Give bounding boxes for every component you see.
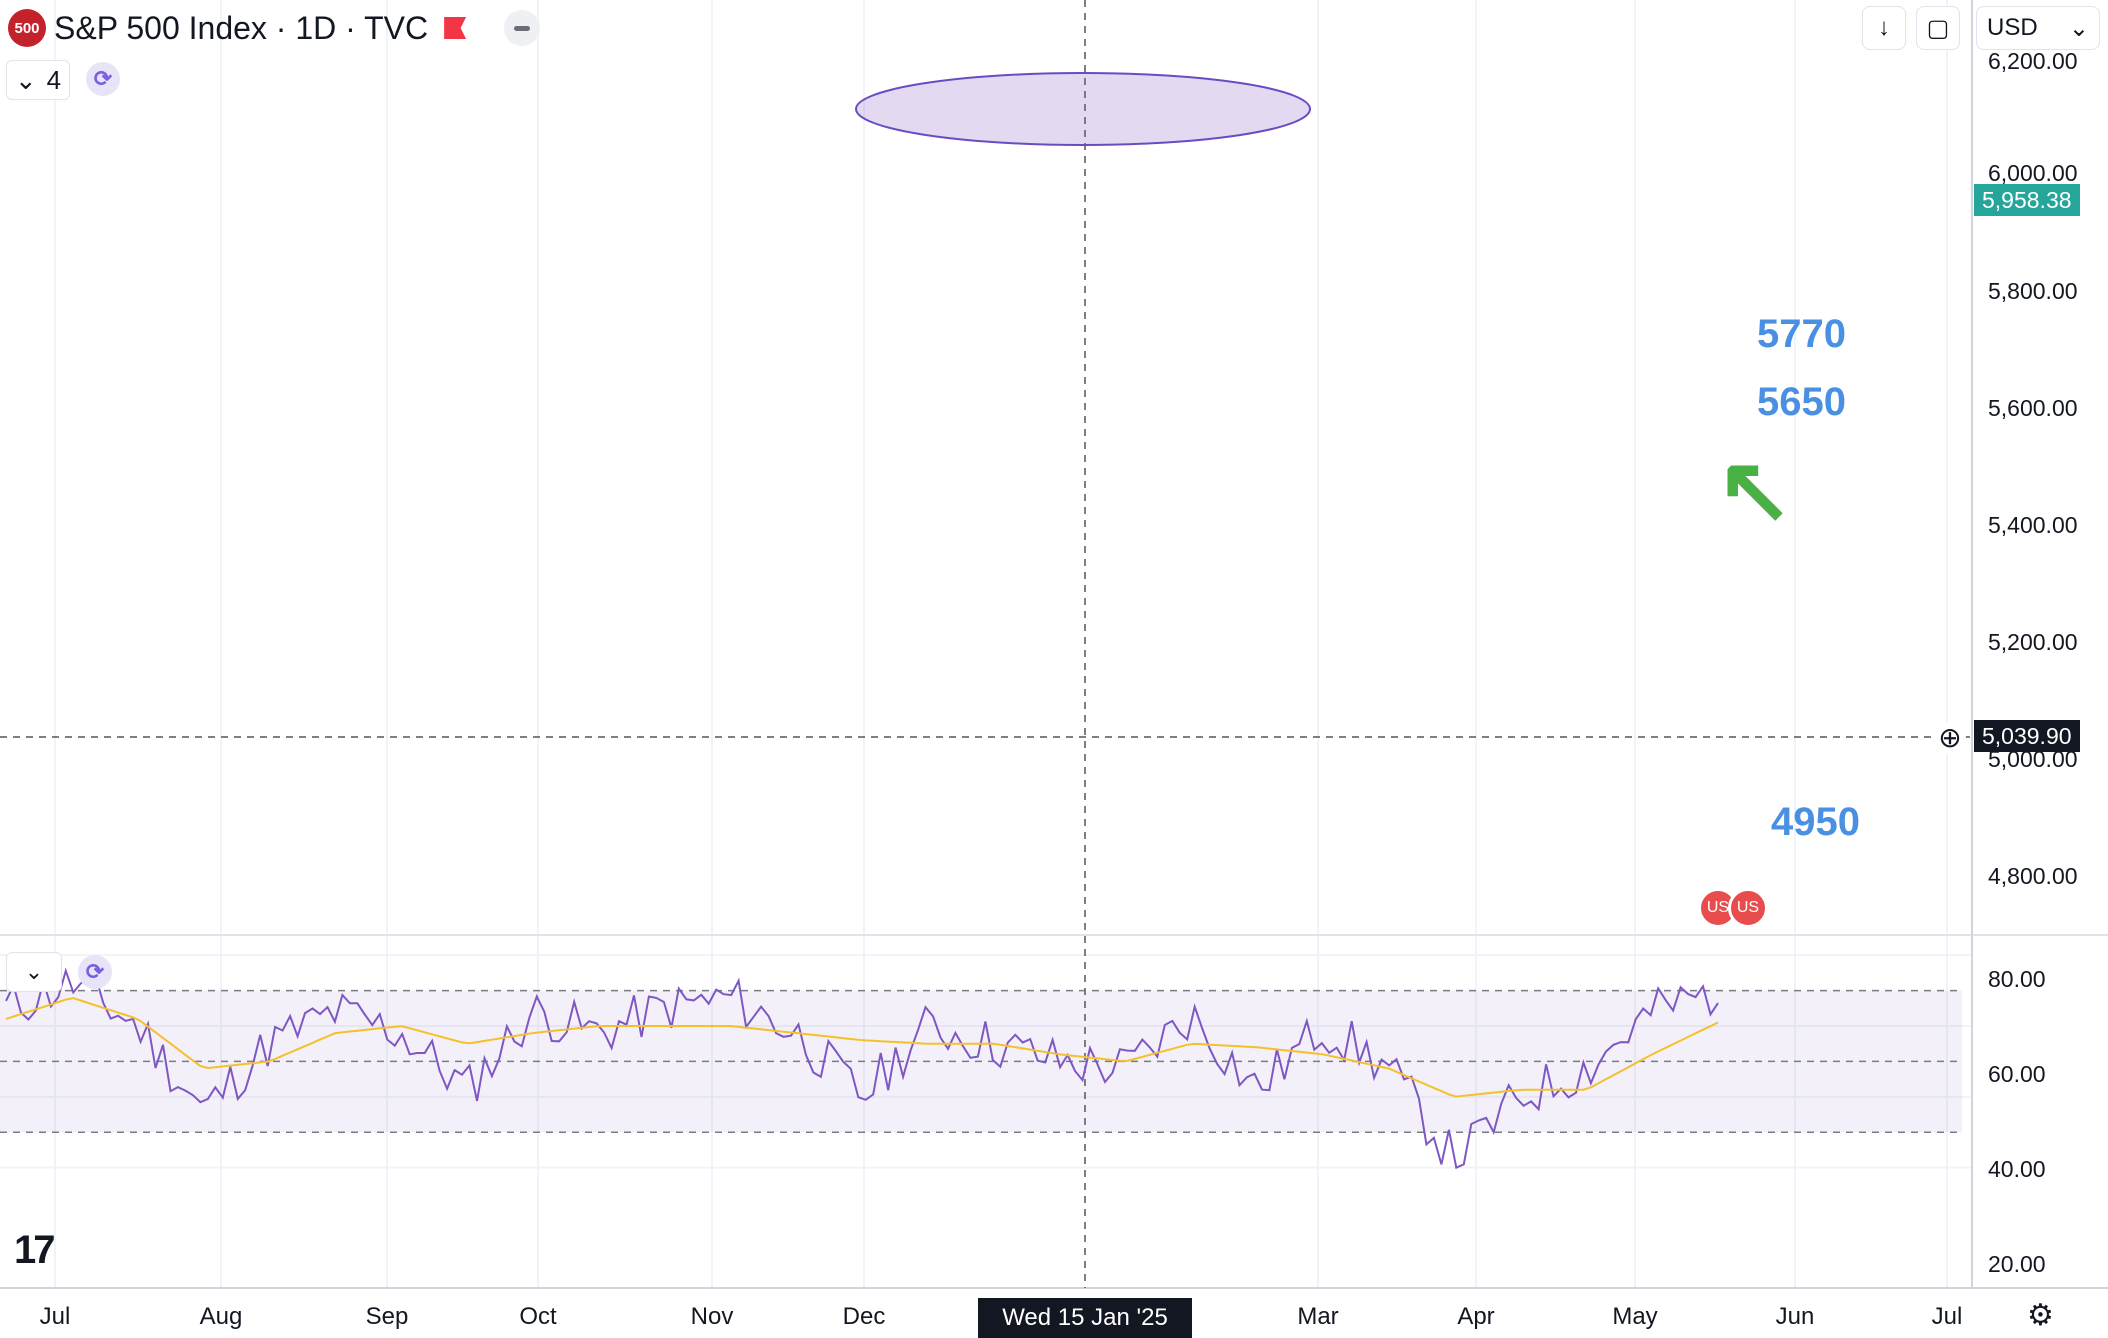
chevron-down-icon: ⌄ [24, 959, 44, 984]
chevron-down-icon: ⌄ [14, 64, 37, 95]
time-tick: Apr [1457, 1303, 1495, 1330]
highlight-ellipse [855, 72, 1311, 146]
sp500-logo: 500 [8, 9, 46, 47]
plus-circle-icon[interactable]: ⊕ [1934, 722, 1966, 754]
rsi-moving-average [5, 997, 1719, 1098]
time-tick: Nov [690, 1303, 734, 1330]
symbol-title[interactable]: S&P 500 Index · 1D · TVC [54, 9, 429, 46]
time-tick: May [1612, 1303, 1658, 1330]
price-tick: 5,400.00 [1988, 512, 2078, 538]
crosshair-date-label: Wed 15 Jan '25 [978, 1298, 1192, 1338]
time-tick: Mar [1297, 1303, 1339, 1330]
flag-icon[interactable] [444, 17, 467, 39]
level-label-5650: 5650 [1757, 380, 1846, 424]
time-tick: Jun [1775, 1303, 1815, 1330]
rsi-collapse-button[interactable]: ⌄ [6, 952, 62, 992]
rsi-tick: 60.00 [1988, 1061, 2046, 1087]
time-tick: Jul [1931, 1303, 1963, 1330]
us-flag-icon[interactable]: US [1728, 888, 1768, 928]
sync-icon[interactable]: ⟳ [86, 62, 120, 96]
chevron-down-icon: ⌄ [2068, 14, 2089, 42]
settings-icon[interactable]: ⚙ [2027, 1299, 2054, 1332]
price-tick: 4,800.00 [1988, 863, 2078, 889]
rsi-tick: 80.00 [1988, 966, 2046, 992]
price-tick: 5,600.00 [1988, 395, 2078, 421]
time-tick: Oct [519, 1303, 557, 1330]
price-tick: 5,200.00 [1988, 629, 2078, 655]
arrow-icon: ↖ [1716, 439, 1794, 541]
us-flag-icon[interactable]: US [1698, 888, 1738, 928]
time-tick: Jul [39, 1303, 71, 1330]
fullscreen-icon[interactable]: ▢ [1916, 6, 1960, 50]
rsi-line [5, 967, 1719, 1170]
currency-value: USD [1987, 14, 2038, 41]
time-tick: Dec [842, 1303, 886, 1330]
currency-select[interactable]: USD ⌄ [1976, 6, 2100, 50]
time-tick: Aug [199, 1303, 243, 1330]
level-label-5770: 5770 [1757, 312, 1846, 356]
indicator-count: 4 [46, 64, 62, 95]
indicators-toggle[interactable]: ⌄ 4 [6, 60, 70, 100]
download-icon[interactable]: ↓ [1862, 6, 1906, 50]
sync-icon[interactable]: ⟳ [78, 955, 112, 989]
rsi-tick: 20.00 [1988, 1251, 2046, 1277]
symbol-header: 500 S&P 500 Index · 1D · TVC [8, 8, 541, 48]
minimize-icon[interactable] [504, 10, 541, 46]
tradingview-logo[interactable]: 17 [14, 1228, 55, 1272]
rsi-tick: 40.00 [1988, 1156, 2046, 1182]
crosshair-price-label: 5,039.90 [1974, 720, 2080, 752]
last-price-label: 5,958.38 [1974, 184, 2080, 216]
price-tick: 6,000.00 [1988, 160, 2078, 186]
level-label-4950: 4950 [1771, 800, 1860, 844]
price-tick: 6,200.00 [1988, 48, 2078, 74]
price-tick: 5,800.00 [1988, 278, 2078, 304]
time-tick: Sep [365, 1303, 409, 1330]
